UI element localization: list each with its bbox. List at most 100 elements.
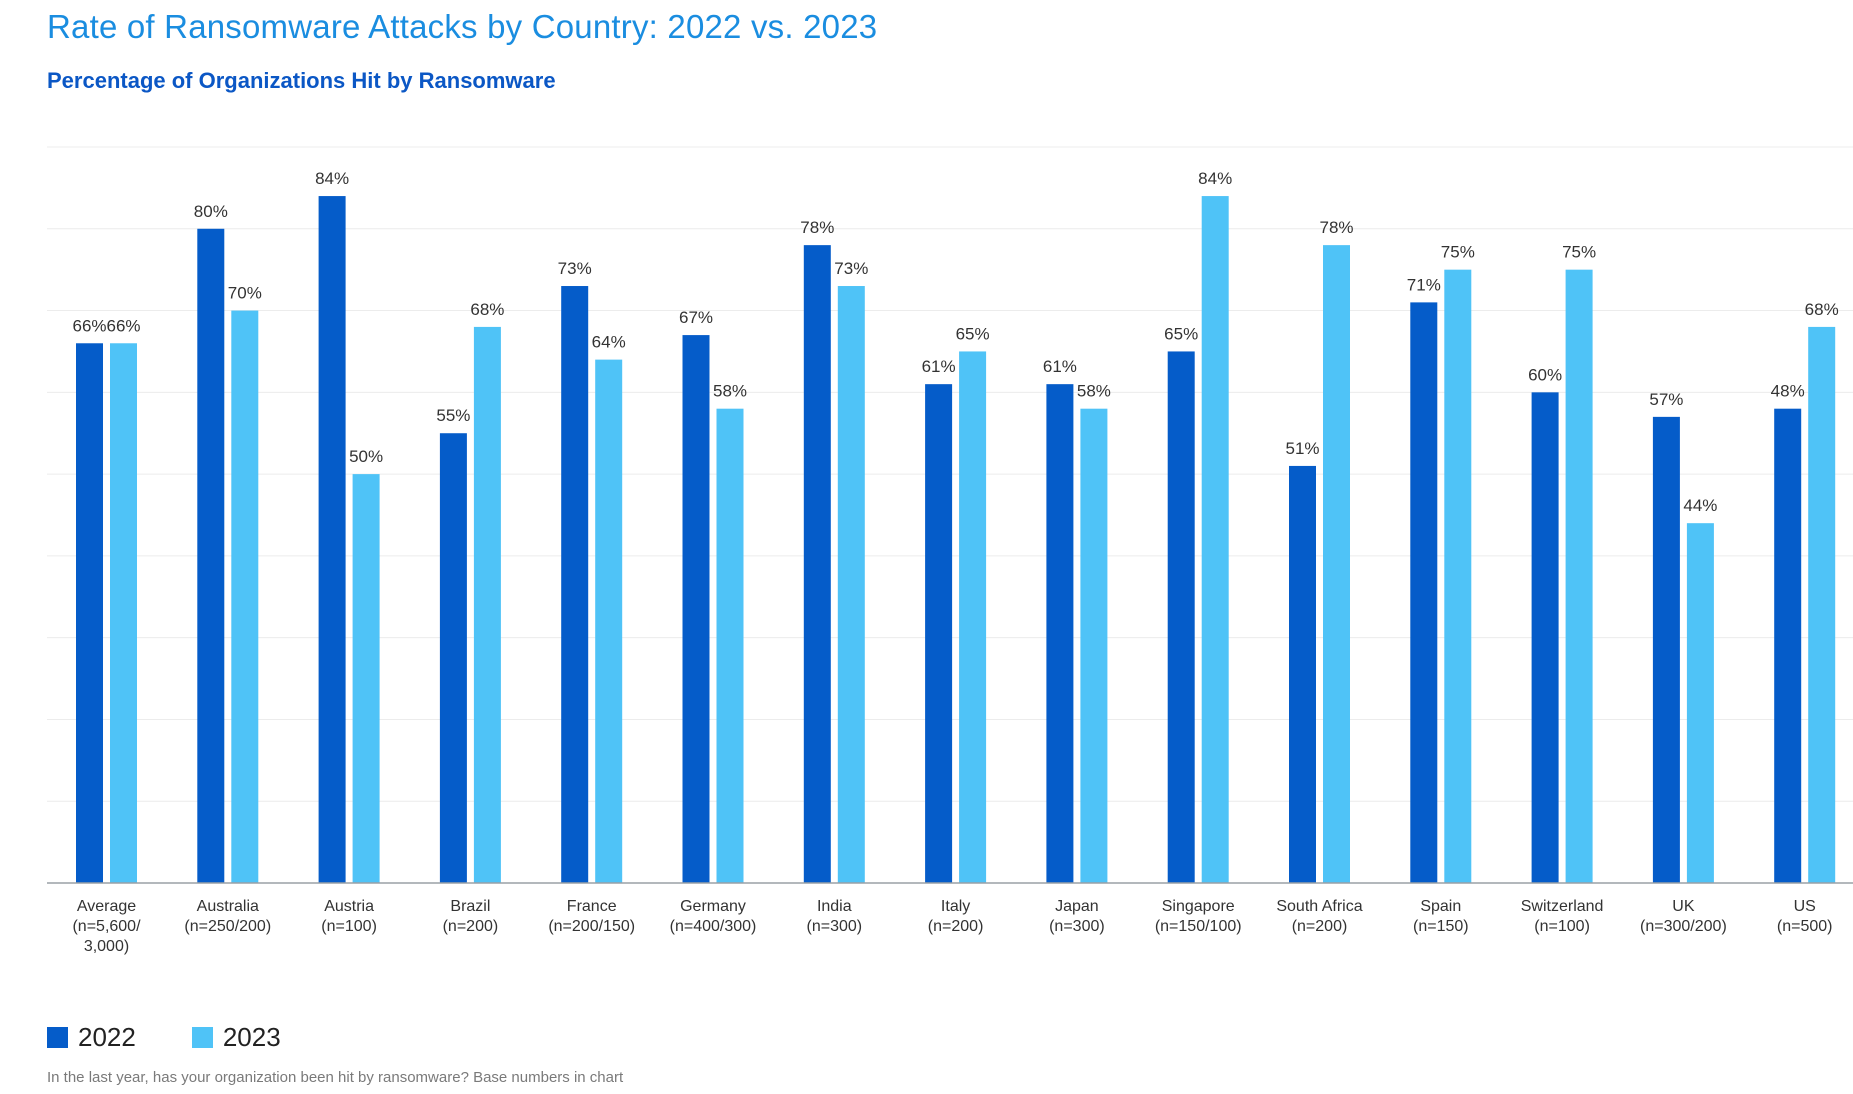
x-tick-label: Japan: [1055, 898, 1099, 915]
footnote: In the last year, has your organization …: [47, 1069, 624, 1086]
x-tick-label: US: [1794, 898, 1816, 915]
x-tick-label: Singapore: [1162, 898, 1235, 915]
x-tick-label: (n=300): [807, 918, 863, 935]
bar-2022: [682, 335, 710, 884]
x-tick-label: India: [817, 898, 852, 915]
x-tick-label: (n=100): [1534, 918, 1590, 935]
x-tick-label: France: [567, 898, 617, 915]
legend-label-2023: 2023: [222, 1022, 281, 1052]
bar-value-label: 58%: [713, 382, 747, 401]
bar-value-label: 68%: [1805, 300, 1839, 319]
x-tick-label: (n=200): [443, 918, 499, 935]
legend-item-2023: 2023: [191, 1022, 281, 1053]
x-tick-label: (n=400/300): [670, 918, 757, 935]
legend-item-2022: 2022: [47, 1022, 136, 1053]
x-tick-label: Austria: [324, 898, 374, 915]
bar-value-label: 50%: [349, 447, 383, 466]
bar-value-label: 64%: [592, 333, 626, 352]
bar-2023: [110, 343, 137, 883]
x-tick-label: 3,000): [84, 938, 129, 955]
bar-2022: [1410, 302, 1438, 883]
bar-2022: [197, 228, 225, 883]
x-tick-label: Average: [77, 898, 136, 915]
bar-2023: [352, 474, 380, 883]
x-tick-label: Australia: [197, 898, 259, 915]
bar-2023: [595, 359, 623, 884]
x-tick-label: (n=5,600/: [72, 918, 141, 935]
x-tick-label: Germany: [680, 898, 746, 915]
x-tick-label: Spain: [1420, 898, 1461, 915]
bar-2023: [1686, 523, 1714, 883]
bar-2023: [1080, 408, 1108, 883]
bar-value-label: 75%: [1441, 243, 1475, 262]
bar-2023: [1323, 245, 1350, 884]
x-tick-label: (n=250/200): [184, 918, 271, 935]
bar-2023: [1808, 326, 1836, 883]
x-tick-label: (n=200/150): [548, 918, 635, 935]
bar-value-label: 48%: [1771, 382, 1805, 401]
x-tick-label: (n=150): [1413, 918, 1469, 935]
bar-value-label: 84%: [315, 169, 349, 188]
bar-2022: [439, 433, 467, 883]
bar-value-label: 66%: [72, 316, 106, 335]
x-tick-label: Brazil: [450, 898, 490, 915]
x-tick-label: (n=150/100): [1155, 918, 1242, 935]
x-tick-label: Italy: [941, 898, 970, 915]
x-tick-label: (n=300/200): [1640, 918, 1727, 935]
bar-value-label: 44%: [1683, 496, 1717, 515]
legend-swatch-2022: [47, 1027, 68, 1048]
bar-2023: [1565, 269, 1593, 884]
bar-value-label: 68%: [470, 300, 504, 319]
bar-2022: [76, 343, 103, 883]
bar-value-label: 57%: [1649, 390, 1683, 409]
bar-value-label: 58%: [1077, 382, 1111, 401]
bar-value-label: 84%: [1198, 169, 1232, 188]
x-tick-label: (n=200): [928, 918, 984, 935]
x-tick-label: UK: [1672, 898, 1695, 915]
legend-swatch-2023: [191, 1027, 213, 1048]
bar-value-label: 65%: [1164, 324, 1198, 343]
bar-2022: [803, 245, 831, 884]
bar-value-label: 70%: [228, 284, 262, 303]
bar-value-label: 61%: [1043, 357, 1077, 376]
bar-2023: [716, 408, 744, 883]
bar-value-label: 51%: [1285, 439, 1319, 458]
legend-label-2022: 2022: [78, 1022, 136, 1052]
bar-2022: [1652, 416, 1680, 883]
bar-value-label: 65%: [956, 324, 990, 343]
bar-2023: [231, 310, 259, 883]
x-tick-label: (n=200): [1292, 918, 1348, 935]
bar-value-label: 75%: [1562, 243, 1596, 262]
bar-2023: [1444, 269, 1472, 884]
bar-2022: [925, 384, 953, 883]
bar-2022: [1531, 392, 1559, 883]
bar-2023: [959, 351, 987, 883]
x-tick-label: Switzerland: [1521, 898, 1604, 915]
bar-value-label: 78%: [800, 218, 834, 237]
bar-2022: [1774, 408, 1802, 883]
bar-2023: [837, 286, 865, 883]
bar-value-label: 66%: [106, 316, 140, 335]
bar-value-label: 61%: [922, 357, 956, 376]
x-tick-label: (n=300): [1049, 918, 1105, 935]
bar-2022: [1167, 351, 1195, 883]
x-tick-label: (n=500): [1777, 918, 1833, 935]
bar-value-label: 73%: [558, 259, 592, 278]
bar-value-label: 80%: [194, 202, 228, 221]
x-tick-label: (n=100): [321, 918, 377, 935]
bar-value-label: 71%: [1407, 275, 1441, 294]
chart-subtitle: Percentage of Organizations Hit by Ranso…: [47, 68, 556, 93]
x-tick-label: South Africa: [1276, 898, 1362, 915]
bar-2023: [473, 326, 501, 883]
bar-value-label: 67%: [679, 308, 713, 327]
bar-value-label: 78%: [1319, 218, 1353, 237]
bar-2022: [561, 286, 589, 883]
legend: 2022 2023: [47, 1022, 337, 1053]
bar-2023: [1201, 196, 1229, 884]
bar-value-label: 55%: [436, 406, 470, 425]
bar-value-label: 60%: [1528, 365, 1562, 384]
chart-title: Rate of Ransomware Attacks by Country: 2…: [47, 8, 878, 45]
bar-2022: [1046, 384, 1074, 883]
bar-value-label: 73%: [834, 259, 868, 278]
